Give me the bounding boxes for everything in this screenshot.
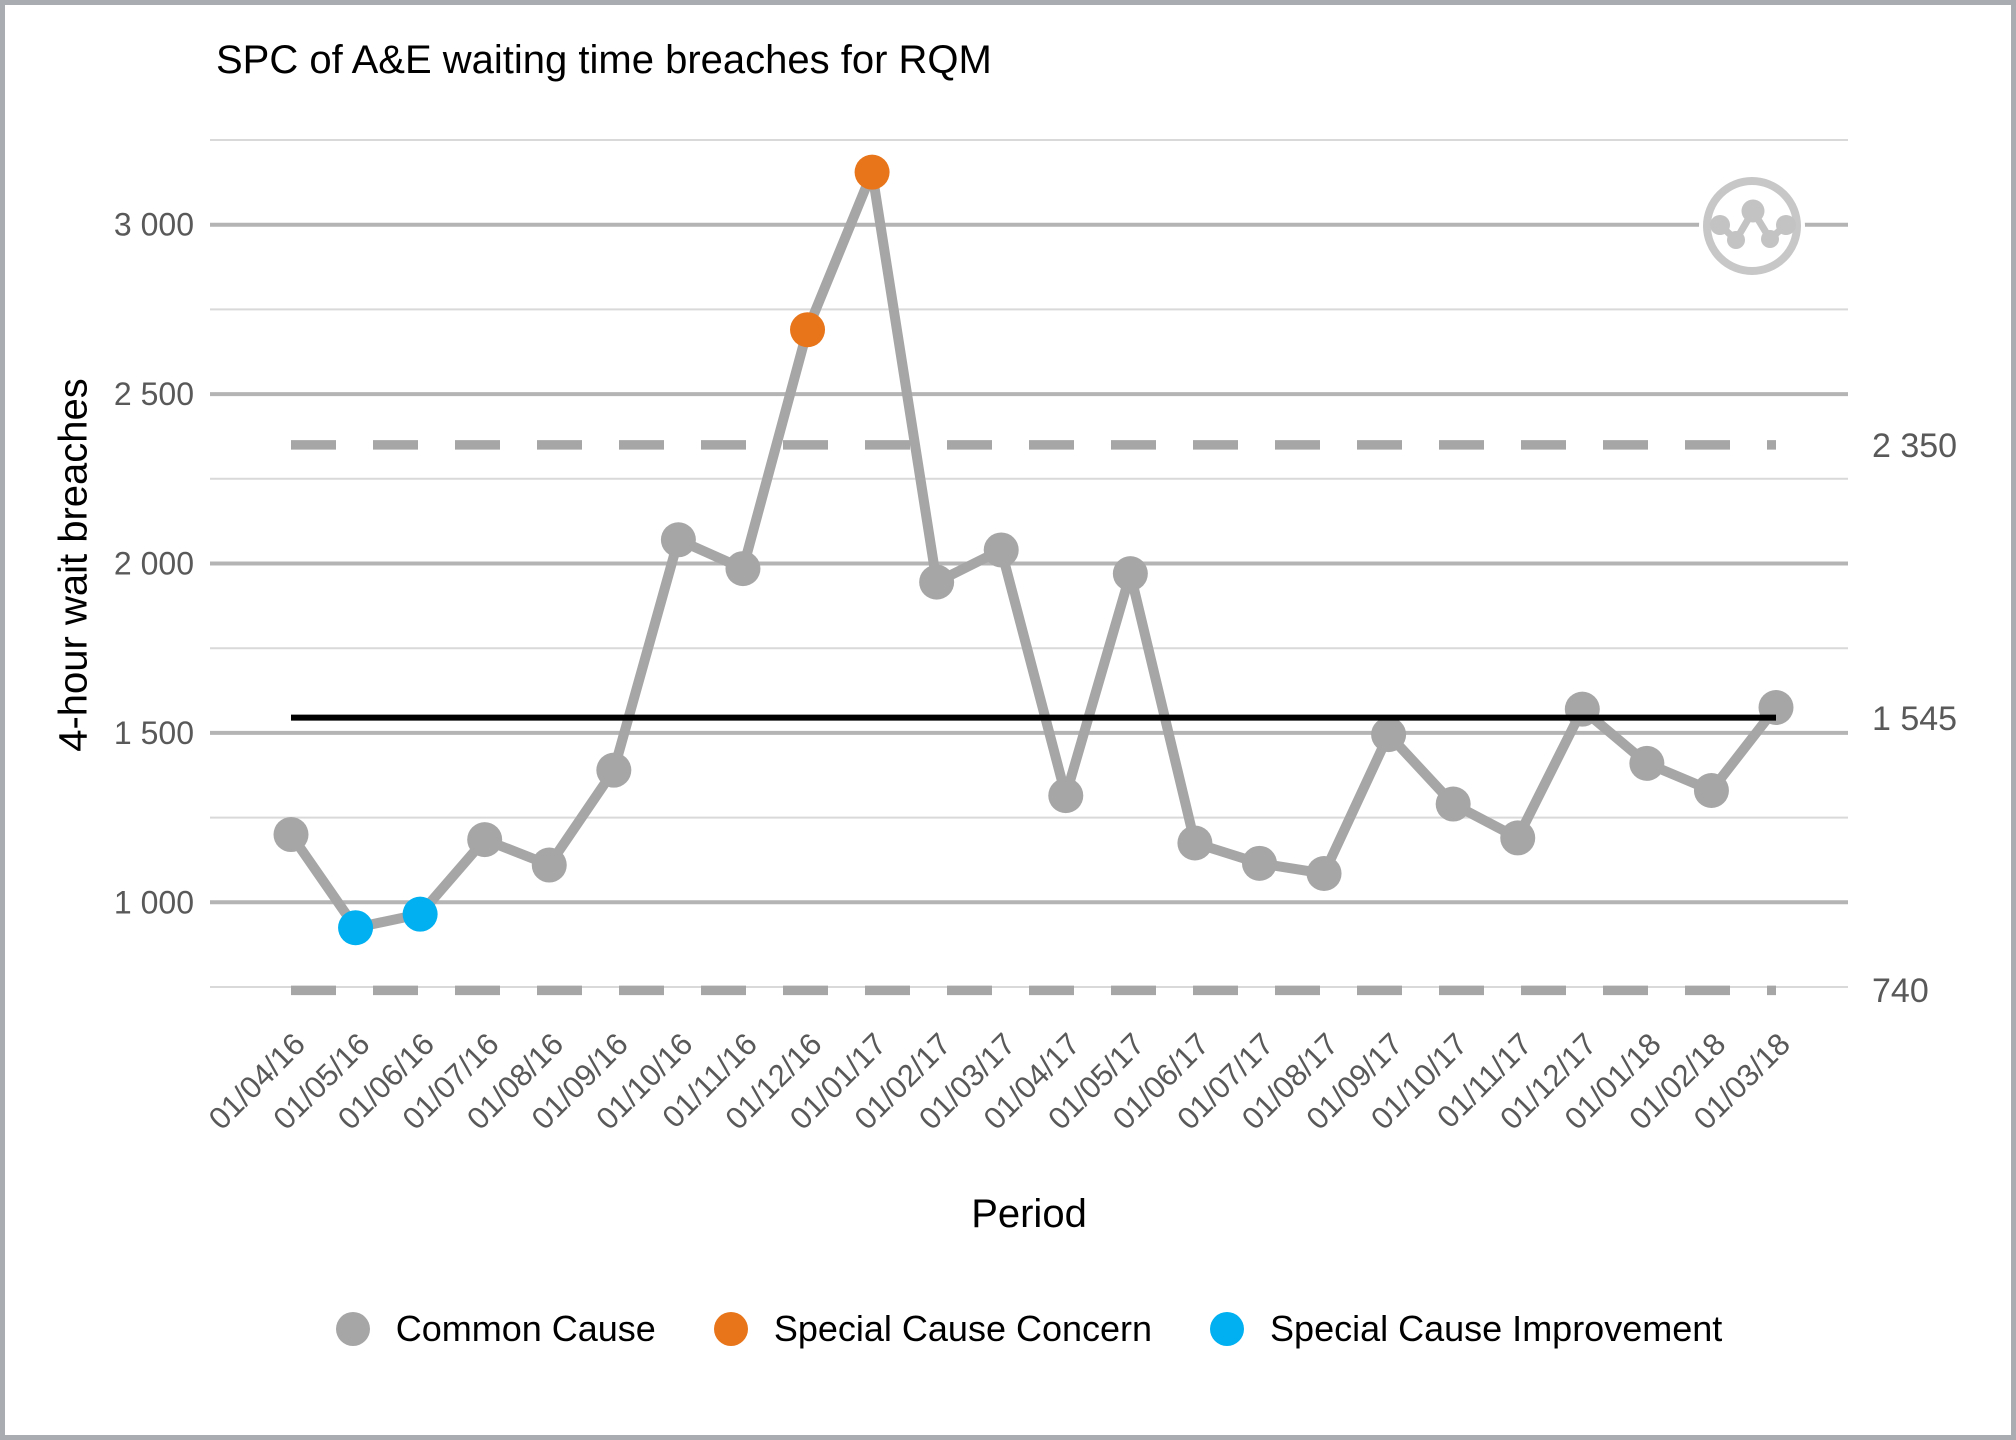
ucl-label: 2 350 bbox=[1872, 427, 1957, 465]
data-point-common bbox=[1177, 825, 1213, 861]
x-tick-labels: 01/04/1601/05/1601/06/1601/07/1601/08/16… bbox=[202, 1026, 1797, 1136]
data-point-improvement bbox=[402, 896, 438, 932]
legend-label: Special Cause Improvement bbox=[1270, 1308, 1723, 1349]
legend-label: Common Cause bbox=[395, 1308, 656, 1349]
data-point-common bbox=[1306, 856, 1342, 892]
data-point-common bbox=[1241, 845, 1277, 881]
data-point-common bbox=[1500, 820, 1536, 856]
data-point-common bbox=[1435, 786, 1471, 822]
data-point-common bbox=[1693, 772, 1729, 808]
mean-label: 1 545 bbox=[1872, 700, 1957, 738]
legend: Common Cause Special Cause Concern Speci… bbox=[210, 1308, 1848, 1350]
chart-title: SPC of A&E waiting time breaches for RQM bbox=[216, 38, 992, 82]
data-point-common bbox=[919, 564, 955, 600]
legend-item-common-cause: Common Cause bbox=[335, 1308, 656, 1350]
special-cause-improvement-dot-icon bbox=[1210, 1312, 1245, 1346]
data-point-common bbox=[1112, 556, 1148, 592]
x-axis-title: Period bbox=[971, 1192, 1087, 1236]
y-tick-labels: 1 000 1 500 2 000 2 500 3 000 bbox=[114, 207, 194, 921]
y-tick-label: 1 000 bbox=[114, 884, 194, 920]
data-points bbox=[273, 154, 1794, 946]
data-point-common bbox=[1629, 745, 1665, 781]
data-point-concern bbox=[790, 312, 826, 348]
legend-item-special-cause-concern: Special Cause Concern bbox=[713, 1308, 1153, 1350]
line-chart-circle-icon bbox=[1699, 173, 1805, 279]
data-point-common bbox=[660, 522, 696, 558]
y-tick-label: 2 500 bbox=[114, 376, 194, 412]
data-point-improvement bbox=[338, 910, 374, 946]
gridlines bbox=[210, 139, 1848, 988]
y-tick-label: 1 500 bbox=[114, 715, 194, 751]
data-point-common bbox=[983, 532, 1019, 568]
data-point-common bbox=[1371, 717, 1407, 753]
data-point-common bbox=[725, 551, 761, 587]
special-cause-concern-dot-icon bbox=[713, 1312, 748, 1346]
data-point-common bbox=[467, 822, 503, 858]
data-point-common bbox=[273, 817, 309, 853]
series-line bbox=[286, 167, 1781, 933]
lcl-label: 740 bbox=[1872, 972, 1929, 1010]
control-limit-lines bbox=[291, 440, 1776, 996]
common-cause-dot-icon bbox=[335, 1312, 370, 1346]
data-point-concern bbox=[854, 154, 890, 190]
y-tick-label: 2 000 bbox=[114, 546, 194, 582]
data-point-common bbox=[1048, 778, 1084, 814]
data-point-common bbox=[531, 847, 567, 883]
legend-item-special-cause-improvement: Special Cause Improvement bbox=[1210, 1308, 1722, 1350]
series bbox=[286, 167, 1781, 933]
y-tick-label: 3 000 bbox=[114, 207, 194, 243]
data-point-common bbox=[596, 752, 632, 788]
data-point-common bbox=[1564, 691, 1600, 727]
legend-label: Special Cause Concern bbox=[773, 1308, 1153, 1349]
